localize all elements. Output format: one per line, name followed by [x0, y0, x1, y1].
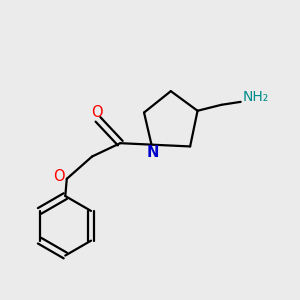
Text: N: N: [146, 145, 159, 160]
Text: O: O: [91, 105, 102, 120]
Text: NH₂: NH₂: [243, 89, 269, 103]
Text: O: O: [52, 169, 64, 184]
